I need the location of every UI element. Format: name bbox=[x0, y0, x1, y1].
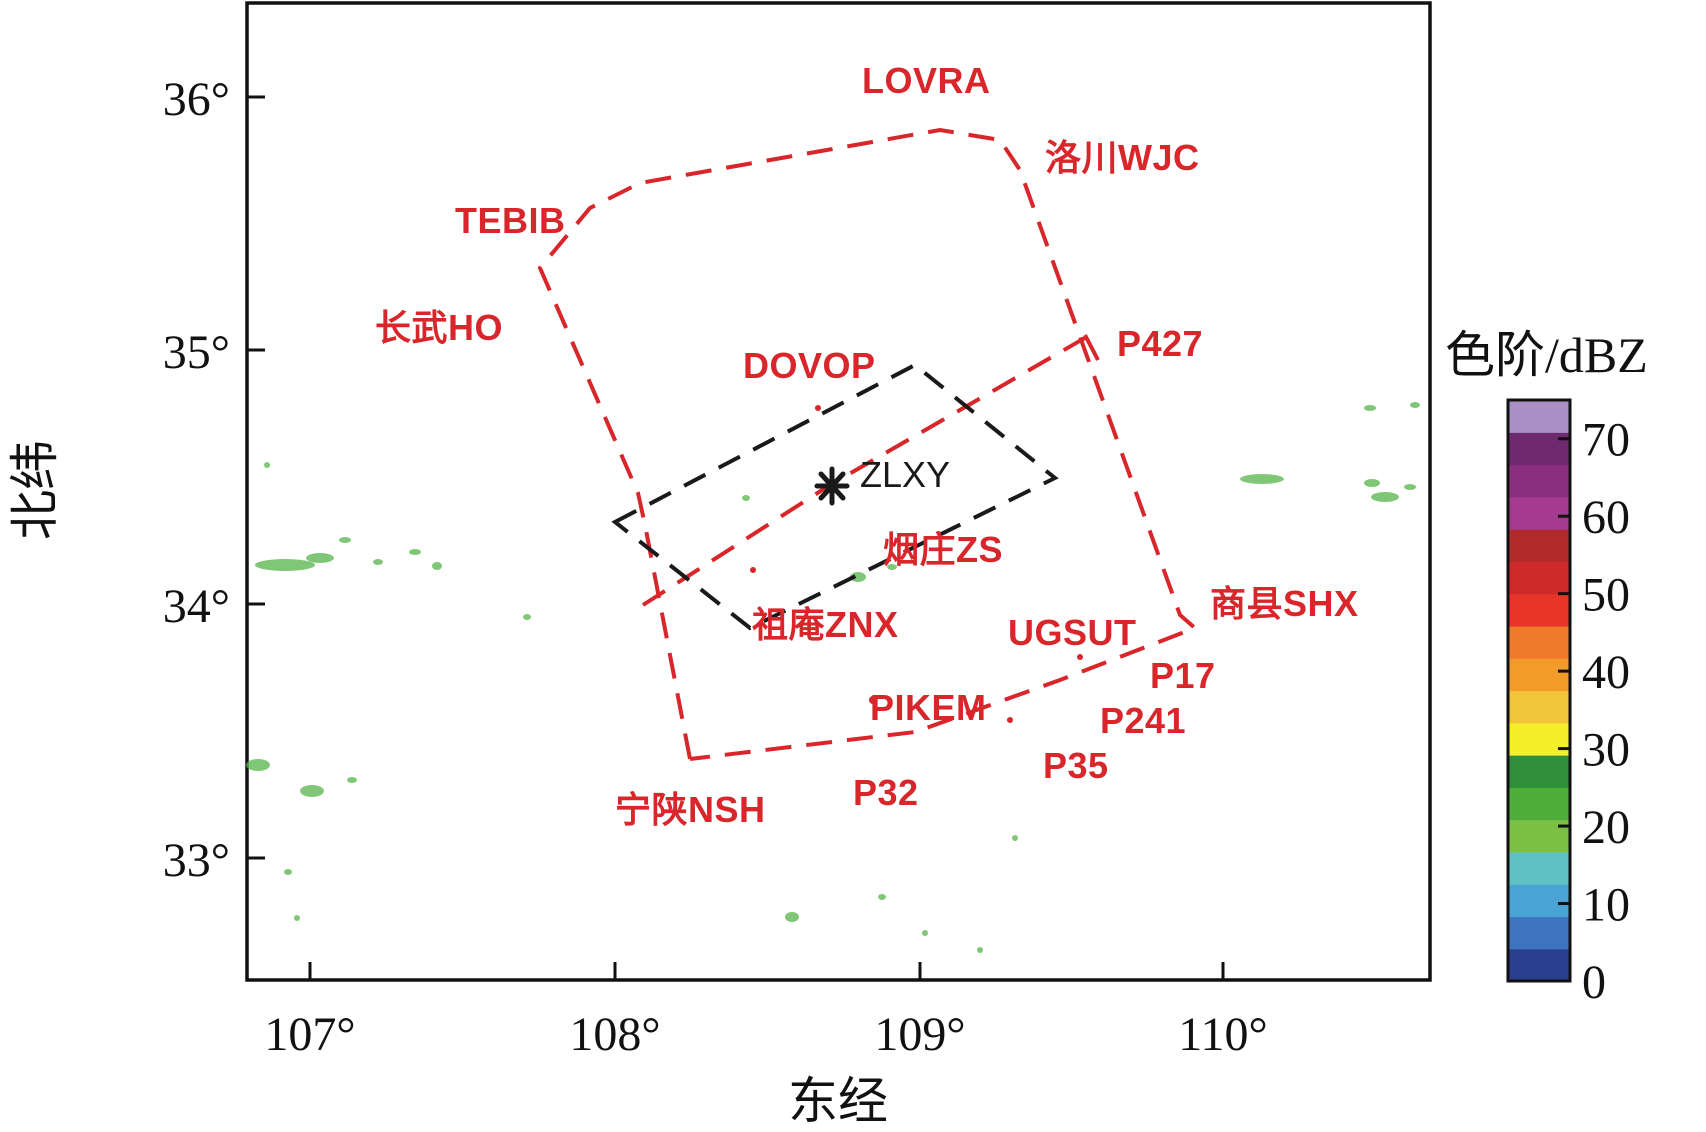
x-tick-label: 107° bbox=[264, 1008, 355, 1061]
y-tick-label: 34° bbox=[163, 580, 230, 633]
colorbar-segment bbox=[1508, 755, 1570, 788]
colorbar-tick-label: 10 bbox=[1582, 879, 1630, 932]
station-star-icon bbox=[814, 466, 850, 506]
center-station-label: ZLXY bbox=[860, 454, 950, 495]
colorbar-tick-label: 70 bbox=[1582, 414, 1630, 467]
colorbar-segment bbox=[1508, 658, 1570, 692]
waypoint-label-ningshan: 宁陕NSH bbox=[615, 789, 766, 830]
colorbar-tick-label: 50 bbox=[1582, 569, 1630, 622]
colorbar-segment bbox=[1508, 851, 1570, 885]
waypoint-label-luochuan: 洛川WJC bbox=[1045, 137, 1200, 178]
y-tick-label: 35° bbox=[163, 326, 230, 379]
colorbar bbox=[1508, 400, 1570, 982]
x-axis-label: 东经 bbox=[788, 1073, 888, 1129]
waypoint-markers bbox=[750, 405, 1083, 723]
x-tick-label: 110° bbox=[1178, 1008, 1267, 1061]
waypoint-label-p427: P427 bbox=[1117, 323, 1203, 364]
y-tick-label: 36° bbox=[163, 73, 230, 126]
route-crossing-short bbox=[1083, 334, 1100, 361]
colorbar-tick-label: 30 bbox=[1582, 724, 1630, 777]
y-axis-label: 北纬 bbox=[7, 440, 63, 540]
sector-boundary bbox=[611, 362, 1059, 631]
x-tick-label: 109° bbox=[874, 1008, 965, 1061]
route-boundary-line bbox=[537, 127, 1199, 761]
colorbar-segment bbox=[1508, 690, 1570, 724]
colorbar-tick-label: 40 bbox=[1582, 646, 1630, 699]
colorbar-segment bbox=[1508, 948, 1570, 982]
colorbar-segment bbox=[1508, 496, 1570, 530]
waypoint-label-p32: P32 bbox=[853, 772, 919, 813]
colorbar-segment bbox=[1508, 625, 1570, 659]
waypoint-label-shangxian: 商县SHX bbox=[1210, 583, 1359, 624]
waypoint-label-lovra: LOVRA bbox=[862, 60, 991, 101]
colorbar-segment bbox=[1508, 819, 1570, 853]
colorbar-tick-label: 0 bbox=[1582, 956, 1606, 1009]
colorbar-title: 色阶/dBZ bbox=[1445, 327, 1648, 383]
colorbar-segment bbox=[1508, 432, 1570, 466]
colorbar-segment bbox=[1508, 464, 1570, 498]
waypoint-label-p241: P241 bbox=[1100, 700, 1186, 741]
waypoint-label-p17: P17 bbox=[1150, 655, 1216, 696]
x-tick-label: 108° bbox=[569, 1008, 660, 1061]
waypoint-label-yanzhuang: 烟庄ZS bbox=[883, 529, 1003, 570]
waypoint-label-changwu: 长武HO bbox=[375, 307, 503, 348]
waypoint-label-dovop: DOVOP bbox=[743, 345, 876, 386]
waypoint-label-zuan: 祖庵ZNX bbox=[752, 604, 899, 645]
colorbar-segment bbox=[1508, 561, 1570, 595]
waypoint-label-tebib: TEBIB bbox=[455, 200, 566, 241]
colorbar-segment bbox=[1508, 916, 1570, 950]
colorbar-tick-label: 60 bbox=[1582, 491, 1630, 544]
waypoint-label-ugsut: UGSUT bbox=[1008, 612, 1137, 653]
colorbar-tick-label: 20 bbox=[1582, 801, 1630, 854]
colorbar-frame bbox=[1506, 398, 1572, 983]
y-tick-label: 33° bbox=[163, 834, 230, 887]
colorbar-segment bbox=[1508, 529, 1570, 562]
colorbar-segment bbox=[1508, 400, 1570, 433]
waypoint-label-p35: P35 bbox=[1043, 745, 1109, 786]
radar-echo-speckles bbox=[246, 402, 1420, 953]
colorbar-segment bbox=[1508, 787, 1570, 821]
x-axis-ticks bbox=[308, 962, 1225, 980]
colorbar-ticks: 0 10 20 30 40 50 60 70 bbox=[1558, 414, 1630, 1009]
colorbar-segment bbox=[1508, 593, 1570, 627]
colorbar-segment bbox=[1508, 884, 1570, 918]
y-axis-ticks bbox=[247, 95, 265, 860]
colorbar-segment bbox=[1508, 722, 1570, 756]
waypoint-label-pikem: PIKEM bbox=[870, 687, 987, 728]
